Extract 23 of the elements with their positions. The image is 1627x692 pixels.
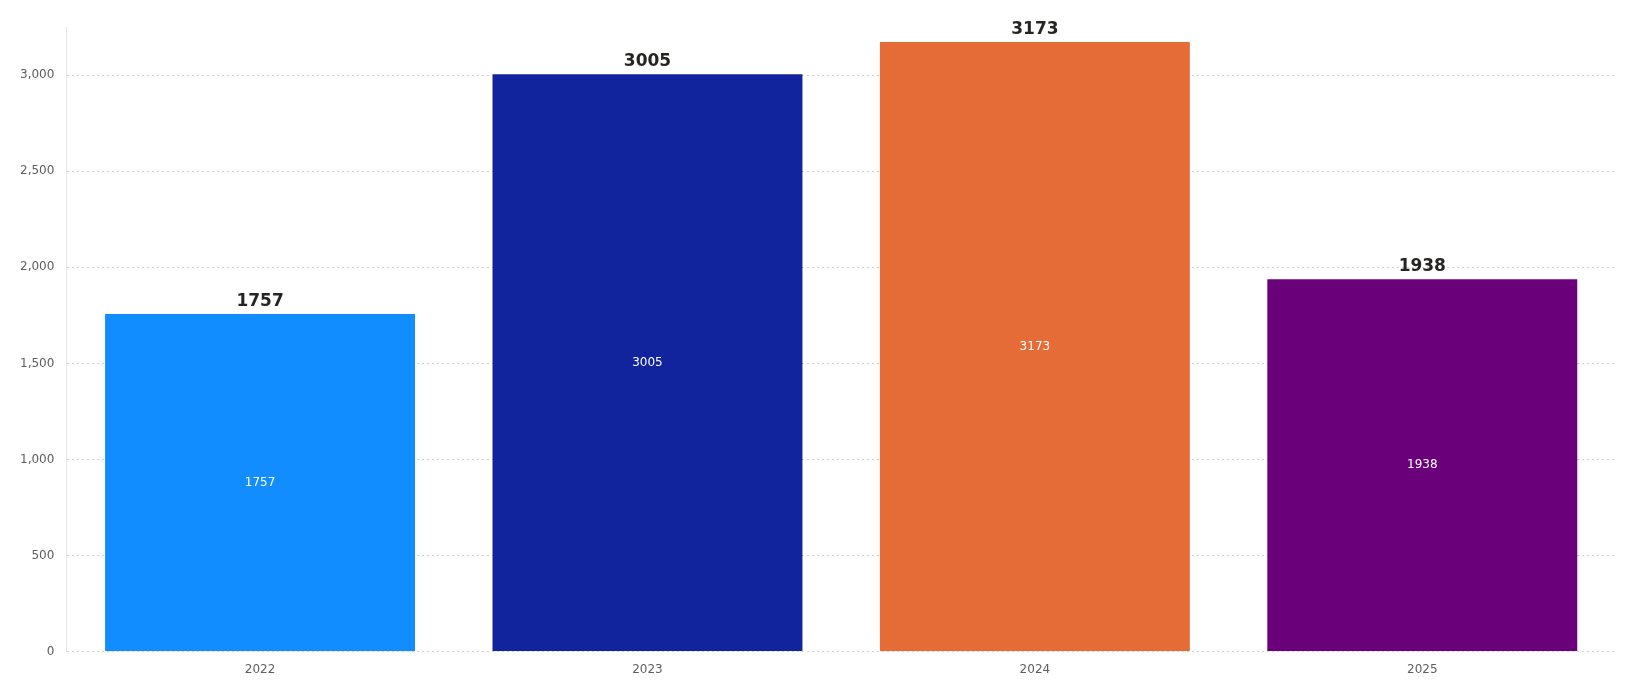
annotation: 3005	[623, 50, 672, 71]
bar	[879, 41, 1190, 652]
data-label: 3005	[632, 354, 663, 369]
bar	[492, 74, 803, 652]
data-label: 3173	[1019, 338, 1051, 353]
annotation: 3173	[1011, 17, 1059, 38]
x-tick-label: 2022	[244, 661, 276, 676]
x-tick-label: 2024	[1019, 661, 1051, 676]
y-tick-label: 3,000	[19, 67, 55, 82]
y-tick-label: 500	[31, 547, 55, 562]
bar	[1267, 279, 1578, 652]
data-label: 1938	[1407, 457, 1438, 472]
y-tick-label: 2,500	[19, 163, 55, 178]
y-tick-label: 0	[46, 643, 55, 658]
y-tick-label: 1,000	[19, 451, 55, 466]
annotation: 1938	[1398, 255, 1446, 276]
x-tick-label: 2025	[1407, 661, 1438, 676]
data-label: 1757	[244, 474, 276, 489]
x-tick-label: 2023	[632, 661, 663, 676]
y-tick-label: 1,500	[19, 355, 55, 370]
y-tick-label: 2,000	[19, 259, 55, 274]
bar	[105, 314, 416, 652]
annotation: 1757	[236, 289, 284, 310]
